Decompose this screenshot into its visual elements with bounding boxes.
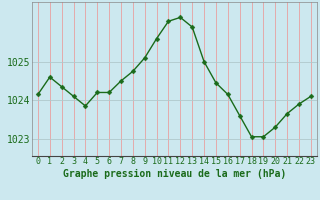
X-axis label: Graphe pression niveau de la mer (hPa): Graphe pression niveau de la mer (hPa) — [63, 169, 286, 179]
